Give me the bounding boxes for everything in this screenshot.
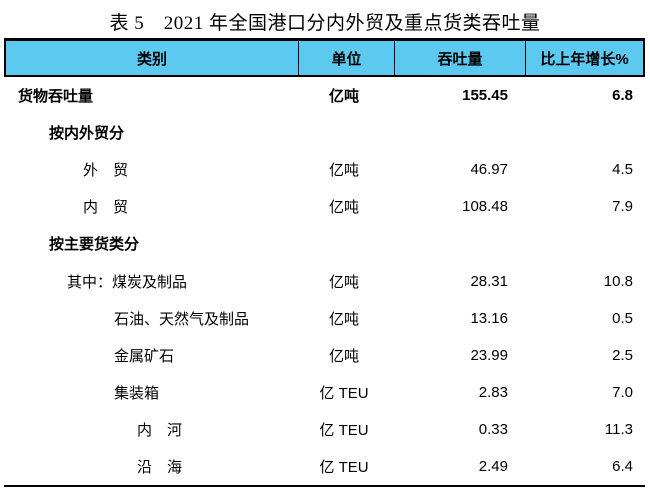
table-body: 货物吞吐量 亿吨 155.45 6.8 按内外贸分 外 贸 亿吨 46.97 4… bbox=[4, 77, 645, 488]
cell-category: 沿 海 bbox=[137, 458, 183, 476]
cell-unit: 亿吨 bbox=[328, 273, 359, 291]
cell-throughput bbox=[392, 114, 523, 151]
port-throughput-table: 类别 单位 吞吐量 比上年增长% 货物吞吐量 亿吨 155.45 6.8 按内外… bbox=[4, 38, 645, 488]
cell-throughput: 13.16 bbox=[470, 309, 508, 327]
cell-throughput: 0.33 bbox=[478, 420, 508, 438]
table-row: 集装箱 亿 TEU 2.83 7.0 bbox=[4, 374, 645, 411]
cell-category: 集装箱 bbox=[114, 384, 160, 402]
cell-unit: 亿 TEU bbox=[319, 384, 369, 402]
table-row: 内 河 亿 TEU 0.33 11.3 bbox=[4, 411, 645, 448]
table-row: 按内外贸分 bbox=[4, 114, 645, 151]
cell-category: 货物吞吐量 bbox=[18, 88, 94, 106]
cell-unit: 亿吨 bbox=[328, 162, 359, 180]
cell-unit bbox=[296, 114, 392, 151]
cell-throughput: 2.49 bbox=[478, 457, 508, 475]
cell-category: 石油、天然气及制品 bbox=[114, 310, 250, 328]
cell-throughput: 28.31 bbox=[470, 272, 508, 290]
cell-growth: 7.9 bbox=[612, 198, 633, 216]
cell-unit: 亿 TEU bbox=[319, 458, 369, 476]
cell-growth bbox=[523, 225, 645, 262]
cell-unit: 亿吨 bbox=[328, 199, 359, 217]
cell-category: 金属矿石 bbox=[114, 347, 175, 365]
cell-category: 内 贸 bbox=[83, 199, 129, 217]
cell-unit: 亿 TEU bbox=[319, 421, 369, 439]
cell-category: 内 河 bbox=[137, 421, 183, 439]
cell-category: 其中：煤炭及制品 bbox=[67, 273, 188, 291]
table-header-row: 类别 单位 吞吐量 比上年增长% bbox=[4, 38, 645, 77]
cell-growth: 2.5 bbox=[612, 346, 633, 364]
table-title: 表 5 2021 年全国港口分内外贸及重点货类吞吐量 bbox=[109, 13, 541, 34]
cell-category: 外 贸 bbox=[83, 162, 129, 180]
cell-growth: 10.8 bbox=[603, 272, 633, 290]
table-row: 按主要货类分 bbox=[4, 225, 645, 262]
cell-throughput: 46.97 bbox=[470, 161, 508, 179]
cell-unit: 亿吨 bbox=[328, 347, 359, 365]
cell-throughput: 23.99 bbox=[470, 346, 508, 364]
table-row: 其中：煤炭及制品 亿吨 28.31 10.8 bbox=[4, 262, 645, 299]
cell-growth: 0.5 bbox=[612, 309, 633, 327]
cell-throughput: 108.48 bbox=[462, 198, 508, 216]
cell-growth bbox=[523, 114, 645, 151]
cell-unit: 亿吨 bbox=[328, 310, 359, 328]
header-unit: 单位 bbox=[298, 41, 394, 75]
header-throughput: 吞吐量 bbox=[394, 41, 525, 75]
cell-unit bbox=[296, 225, 392, 262]
cell-category: 按主要货类分 bbox=[49, 236, 140, 254]
cell-growth: 4.5 bbox=[612, 161, 633, 179]
cell-growth: 6.4 bbox=[612, 457, 633, 475]
cell-category: 按内外贸分 bbox=[49, 125, 125, 143]
table-row: 货物吞吐量 亿吨 155.45 6.8 bbox=[4, 77, 645, 114]
table-row: 石油、天然气及制品 亿吨 13.16 0.5 bbox=[4, 300, 645, 337]
header-category: 类别 bbox=[136, 50, 167, 68]
cell-growth: 11.3 bbox=[604, 420, 633, 438]
cell-throughput: 2.83 bbox=[478, 383, 508, 401]
cell-unit: 亿吨 bbox=[328, 88, 359, 106]
cell-growth: 7.0 bbox=[612, 383, 633, 401]
table-row: 沿 海 亿 TEU 2.49 6.4 bbox=[4, 448, 645, 485]
cell-growth: 6.8 bbox=[612, 87, 633, 105]
cell-throughput bbox=[392, 225, 523, 262]
header-growth: 比上年增长% bbox=[525, 41, 643, 75]
table-row: 金属矿石 亿吨 23.99 2.5 bbox=[4, 337, 645, 374]
cell-throughput: 155.45 bbox=[462, 87, 508, 105]
table-row: 内 贸 亿吨 108.48 7.9 bbox=[4, 188, 645, 225]
table-row: 外 贸 亿吨 46.97 4.5 bbox=[4, 151, 645, 188]
